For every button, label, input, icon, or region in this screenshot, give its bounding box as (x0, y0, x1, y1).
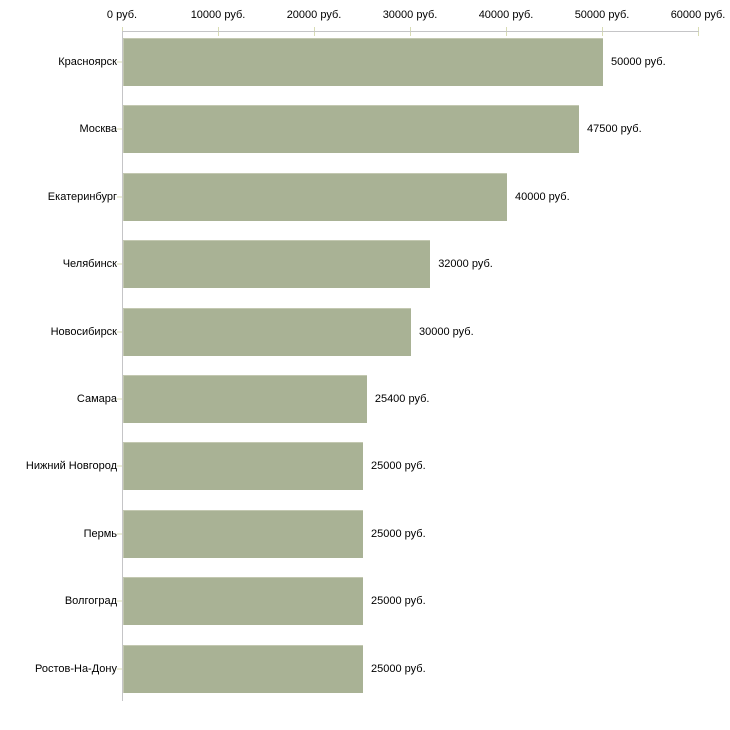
bar (123, 645, 363, 693)
bar (123, 577, 363, 625)
x-axis-tick-label: 30000 руб. (382, 9, 438, 21)
category-tick-mark (117, 398, 122, 400)
bar (123, 375, 367, 423)
category-label: Челябинск (62, 258, 117, 271)
value-label: 25000 руб. (371, 662, 426, 675)
value-label: 32000 руб. (438, 258, 493, 271)
bar (123, 442, 363, 490)
category-tick-mark (117, 668, 122, 670)
category-tick-mark (117, 465, 122, 467)
bar (123, 173, 507, 221)
category-label: Пермь (83, 527, 117, 540)
x-axis-tick-label: 20000 руб. (286, 9, 342, 21)
value-label: 47500 руб. (587, 123, 642, 136)
x-axis-tick-label: 60000 руб. (670, 9, 726, 21)
category-tick-mark (117, 128, 122, 130)
value-label: 25000 руб. (371, 595, 426, 608)
x-axis-tick-label: 50000 руб. (574, 9, 630, 21)
category-tick-mark (117, 533, 122, 535)
bar (123, 105, 579, 153)
value-label: 25400 руб. (374, 393, 430, 405)
category-label: Москва (79, 123, 117, 136)
value-label: 25000 руб. (371, 460, 426, 473)
x-axis-line (122, 31, 699, 32)
category-tick-mark (117, 331, 122, 333)
value-label: 40000 руб. (515, 190, 570, 203)
x-axis-tick-label: 0 руб. (106, 9, 138, 21)
category-label: Красноярск (58, 56, 117, 68)
x-axis-tick-label: 40000 руб. (478, 9, 534, 21)
y-axis-line (122, 31, 123, 701)
bar (123, 308, 411, 356)
value-label: 50000 руб. (611, 56, 666, 68)
category-label: Волгоград (64, 595, 117, 608)
category-label: Новосибирск (50, 325, 117, 338)
category-tick-mark (117, 600, 122, 602)
value-label: 25000 руб. (371, 527, 426, 540)
category-label: Нижний Новгород (25, 460, 117, 473)
category-label: Екатеринбург (47, 190, 117, 203)
category-label: Ростов-На-Дону (34, 662, 117, 675)
category-label: Самара (76, 393, 117, 405)
x-axis-tick-label: 10000 руб. (190, 9, 246, 21)
bar (123, 240, 430, 288)
value-label: 30000 руб. (419, 325, 474, 338)
bar (123, 510, 363, 558)
bar (123, 38, 603, 86)
category-tick-mark (117, 196, 122, 198)
category-tick-mark (117, 263, 122, 265)
category-tick-mark (117, 61, 122, 63)
